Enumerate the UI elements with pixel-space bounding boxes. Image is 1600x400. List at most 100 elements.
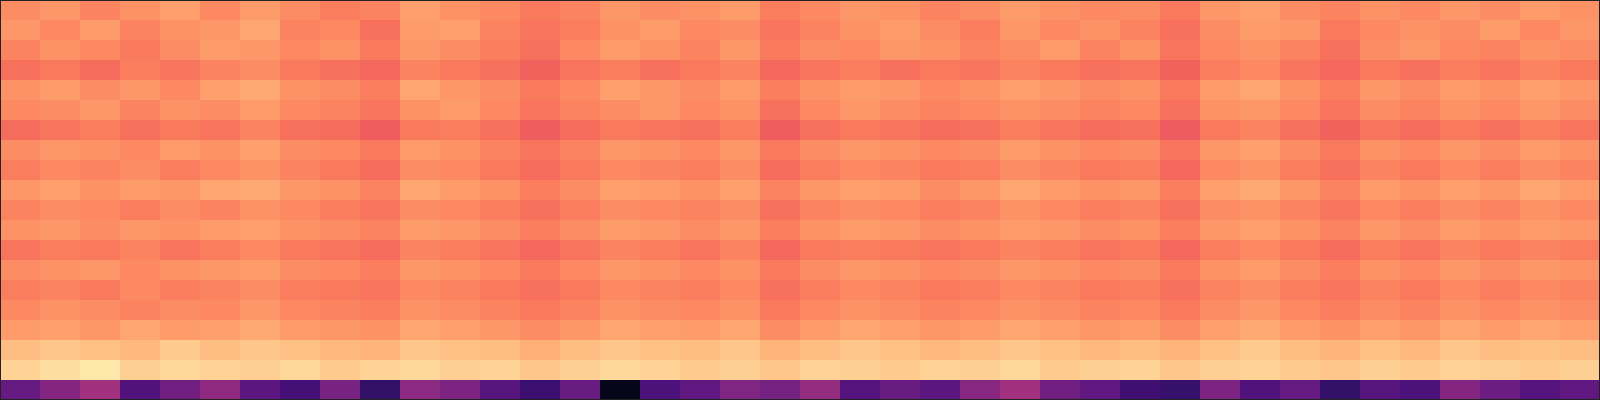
heatmap-cell xyxy=(800,340,840,360)
heatmap-cell xyxy=(920,20,960,40)
heatmap-cell xyxy=(360,360,400,380)
heatmap-cell xyxy=(1320,160,1360,180)
heatmap-cell xyxy=(240,340,280,360)
heatmap-cell xyxy=(280,320,320,340)
heatmap-cell xyxy=(1520,100,1560,120)
heatmap-cell xyxy=(200,240,240,260)
heatmap-cell xyxy=(680,200,720,220)
heatmap-cell xyxy=(1360,280,1400,300)
heatmap-cell xyxy=(1280,40,1320,60)
heatmap-cell xyxy=(320,240,360,260)
heatmap-cell xyxy=(320,140,360,160)
heatmap-cell xyxy=(0,260,40,280)
heatmap-cell xyxy=(1200,140,1240,160)
heatmap-cell xyxy=(0,340,40,360)
heatmap-cell xyxy=(720,120,760,140)
heatmap-cell xyxy=(400,0,440,20)
heatmap-cell xyxy=(1520,0,1560,20)
heatmap-cell xyxy=(1480,220,1520,240)
heatmap-cell xyxy=(1240,160,1280,180)
heatmap-cell xyxy=(200,180,240,200)
heatmap-cell xyxy=(480,40,520,60)
heatmap-cell xyxy=(840,320,880,340)
heatmap-cell xyxy=(1080,280,1120,300)
heatmap-cell xyxy=(320,360,360,380)
heatmap-cell xyxy=(800,160,840,180)
heatmap-cell xyxy=(960,140,1000,160)
heatmap-cell xyxy=(1040,360,1080,380)
heatmap-cell xyxy=(1240,80,1280,100)
heatmap-cell xyxy=(1120,20,1160,40)
heatmap-cell xyxy=(320,320,360,340)
heatmap-cell xyxy=(520,160,560,180)
heatmap-cell xyxy=(720,320,760,340)
heatmap-cell xyxy=(160,40,200,60)
heatmap-cell xyxy=(80,180,120,200)
heatmap-cell xyxy=(1360,320,1400,340)
heatmap-cell xyxy=(1400,60,1440,80)
heatmap-cell xyxy=(880,80,920,100)
heatmap-cell xyxy=(1480,260,1520,280)
heatmap-cell xyxy=(80,320,120,340)
heatmap-cell xyxy=(1160,260,1200,280)
heatmap-cell xyxy=(1040,260,1080,280)
heatmap-cell xyxy=(1080,40,1120,60)
heatmap-cell xyxy=(1200,280,1240,300)
heatmap-cell xyxy=(280,0,320,20)
heatmap-cell xyxy=(1560,80,1600,100)
heatmap-cell xyxy=(1080,320,1120,340)
heatmap-cell xyxy=(200,300,240,320)
heatmap-cell xyxy=(1360,300,1400,320)
heatmap-cell xyxy=(1200,340,1240,360)
heatmap-cell xyxy=(1440,40,1480,60)
heatmap-cell xyxy=(800,100,840,120)
heatmap-cell xyxy=(960,340,1000,360)
heatmap-cell xyxy=(1240,100,1280,120)
heatmap-cell xyxy=(600,120,640,140)
heatmap-cell xyxy=(440,140,480,160)
heatmap-cell xyxy=(880,160,920,180)
heatmap-cell xyxy=(600,220,640,240)
heatmap-cell xyxy=(840,0,880,20)
heatmap-cell xyxy=(960,200,1000,220)
heatmap-cell xyxy=(1240,20,1280,40)
heatmap-cell xyxy=(800,120,840,140)
heatmap-cell xyxy=(1160,100,1200,120)
heatmap-cell xyxy=(320,100,360,120)
heatmap-cell xyxy=(720,240,760,260)
heatmap-cell xyxy=(40,380,80,400)
heatmap-cell xyxy=(480,220,520,240)
heatmap-cell xyxy=(40,160,80,180)
heatmap-cell xyxy=(120,140,160,160)
heatmap-cell xyxy=(80,40,120,60)
heatmap-cell xyxy=(1360,160,1400,180)
heatmap-cell xyxy=(400,80,440,100)
heatmap-cell xyxy=(160,120,200,140)
heatmap-cell xyxy=(160,100,200,120)
heatmap-cell xyxy=(160,60,200,80)
heatmap-cell xyxy=(1200,60,1240,80)
heatmap-cell xyxy=(760,240,800,260)
heatmap-cell xyxy=(280,200,320,220)
heatmap-cell xyxy=(760,140,800,160)
heatmap-cell xyxy=(640,220,680,240)
heatmap-cell xyxy=(1480,360,1520,380)
heatmap-cell xyxy=(640,60,680,80)
heatmap-cell xyxy=(680,180,720,200)
heatmap-cell xyxy=(1080,80,1120,100)
heatmap-cell xyxy=(240,280,280,300)
heatmap-cell xyxy=(1360,60,1400,80)
heatmap-cell xyxy=(920,40,960,60)
heatmap-cell xyxy=(320,60,360,80)
heatmap-cell xyxy=(1360,380,1400,400)
heatmap-cell xyxy=(1200,0,1240,20)
heatmap-cell xyxy=(440,200,480,220)
heatmap-cell xyxy=(80,380,120,400)
heatmap-cell xyxy=(600,240,640,260)
heatmap-cell xyxy=(1400,120,1440,140)
heatmap-cell xyxy=(1120,300,1160,320)
heatmap-cell xyxy=(680,60,720,80)
heatmap-cell xyxy=(0,20,40,40)
heatmap-cell xyxy=(760,180,800,200)
heatmap-cell xyxy=(1080,0,1120,20)
